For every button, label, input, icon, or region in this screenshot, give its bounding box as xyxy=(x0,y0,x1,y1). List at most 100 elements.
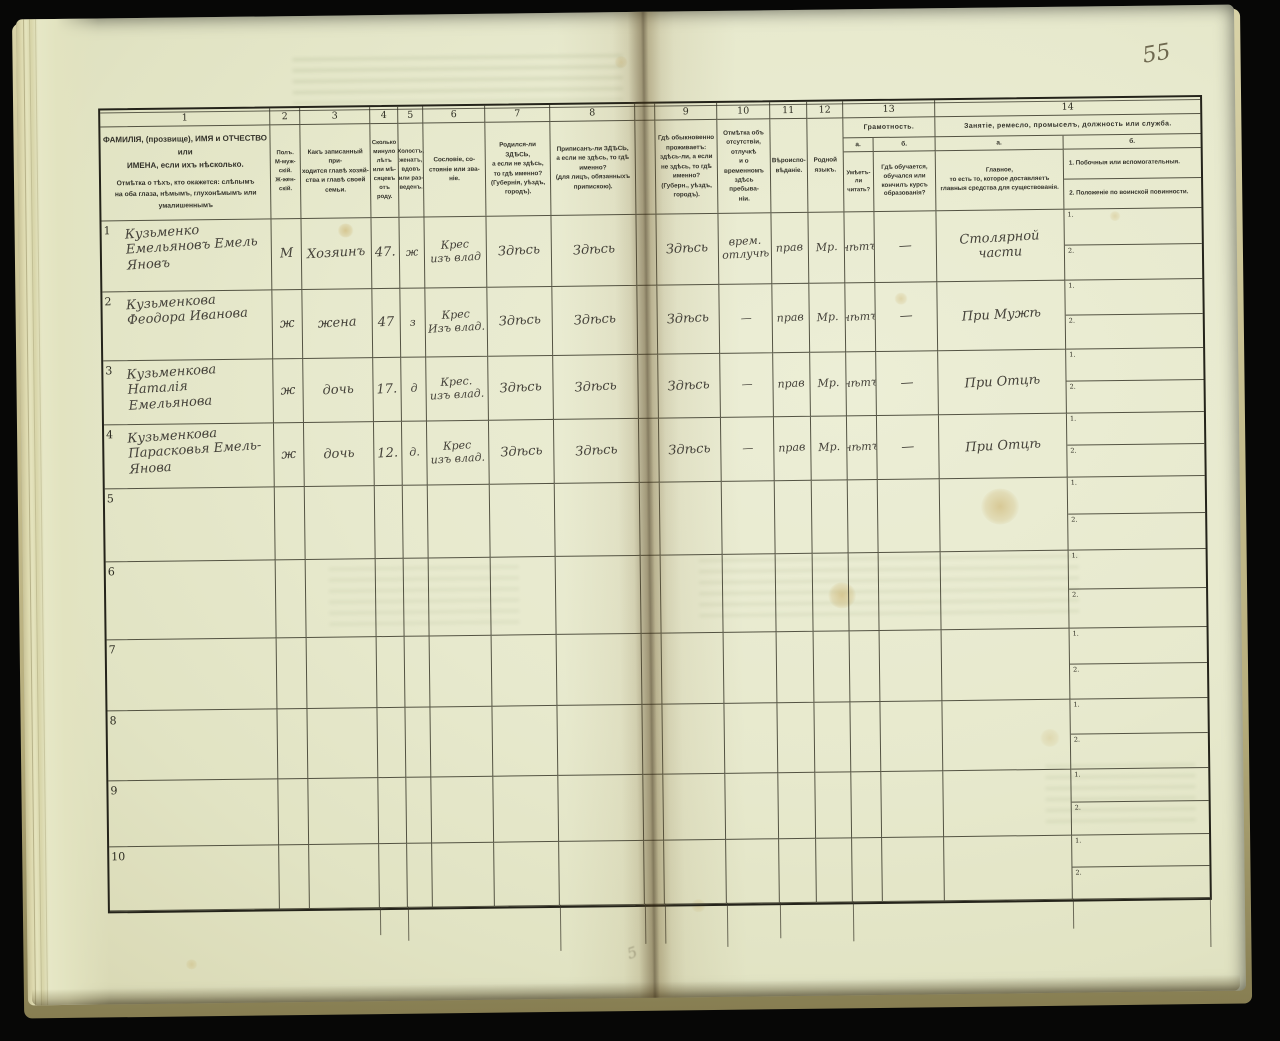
row-number: 2 xyxy=(104,295,112,309)
cell-language: Мр. xyxy=(810,416,848,481)
row-number: 10 xyxy=(111,850,126,864)
fold-gap xyxy=(642,704,664,775)
cell-sex xyxy=(276,637,308,710)
cell-education: — xyxy=(875,282,939,352)
rule-line xyxy=(1209,896,1212,947)
subcell-side-occupation: 1. xyxy=(1067,475,1206,515)
header-name-note: Отмѣтка о тѣхъ, кто окажется: слѣпымъ на… xyxy=(114,178,257,210)
subcell-label: 1. xyxy=(1075,836,1082,845)
row-number: 4 xyxy=(106,428,114,442)
cell-reads xyxy=(850,701,882,773)
cell-education xyxy=(878,552,942,631)
fold-gap xyxy=(635,103,656,121)
age-entry: 12. xyxy=(377,445,399,462)
subcell-military-status: 2. xyxy=(1072,866,1209,899)
residence-entry: Здѣсь xyxy=(667,376,711,395)
cell-reads xyxy=(852,837,883,903)
subcell-military-status: 2. xyxy=(1069,588,1206,628)
subcell-label: 1. xyxy=(1069,350,1076,359)
cell-name: 6 xyxy=(105,560,277,641)
stain xyxy=(614,56,628,69)
cell-registration: Здѣсь xyxy=(553,418,640,484)
cell-name: 7 xyxy=(106,638,278,712)
rule-line xyxy=(644,903,647,944)
left-page-edge xyxy=(16,18,111,1006)
header-estate: Сословіе, со- стояніе или зва- ніе. xyxy=(423,122,487,217)
cell-age xyxy=(374,485,404,560)
cell-education xyxy=(877,479,941,553)
cell-reads: нѣтъ xyxy=(845,282,877,353)
row-number: 9 xyxy=(110,784,118,798)
cell-absence: — xyxy=(720,417,775,482)
marital-entry: з xyxy=(409,315,417,329)
cell-residence: Здѣсь xyxy=(657,284,721,355)
cell-marital: ж xyxy=(399,217,426,289)
sex-entry: М xyxy=(279,246,294,262)
fold-gap xyxy=(644,840,665,905)
cell-sex xyxy=(277,708,309,780)
column-number: 4 xyxy=(370,106,399,125)
cell-birthplace xyxy=(489,483,556,558)
registration-entry: Здѣсь xyxy=(572,241,616,259)
header-marital: Холостъ, женатъ, вдовъ или раз- веденъ. xyxy=(397,123,425,217)
subcell-label: 1. xyxy=(1071,551,1078,560)
cell-birthplace: Здѣсь xyxy=(486,215,553,288)
cell-registration: Здѣсь xyxy=(552,285,639,356)
header-occupation-main: Главное, то есть то, которое доставляетъ… xyxy=(935,149,1065,211)
registration-entry: Здѣсь xyxy=(574,442,618,460)
cell-absence: врем. отлучѣ xyxy=(718,213,773,285)
header-letter-a: а. xyxy=(935,135,1064,152)
cell-occupation-main: При Отцѣ xyxy=(938,413,1068,480)
cell-language: Мр. xyxy=(809,283,847,353)
header-name-title: ФАМИЛІЯ, (прозвище), ИМЯ и ОТЧЕСТВО или … xyxy=(102,133,268,171)
table-row: 6 1. 2. xyxy=(105,548,1207,641)
cell-absence xyxy=(722,554,777,633)
cell-education: — xyxy=(876,351,939,416)
rule-line xyxy=(559,904,562,951)
subcell-label: 2. xyxy=(1072,665,1080,674)
rule-line xyxy=(407,906,410,941)
cell-occupation-main xyxy=(941,628,1071,702)
cell-age: 17. xyxy=(373,357,402,423)
sex-entry: ж xyxy=(281,446,297,463)
cell-education xyxy=(881,771,945,838)
cell-religion: прав xyxy=(773,352,811,418)
cell-residence xyxy=(659,481,723,556)
row-number: 6 xyxy=(107,565,115,579)
header-religion: Вѣроиспо- вѣданіе. xyxy=(770,118,809,213)
cell-estate: Крес Изъ влад. xyxy=(425,287,489,358)
ink-bleed-through xyxy=(292,54,624,105)
occupation-main-entry: При Мужѣ xyxy=(961,305,1042,325)
cell-marital: д. xyxy=(401,421,428,486)
absence-entry: врем. отлучѣ xyxy=(721,233,770,262)
cell-registration xyxy=(555,555,642,635)
cell-reads: нѣтъ xyxy=(844,212,876,284)
cell-absence xyxy=(726,839,780,904)
birthplace-entry: Здѣсь xyxy=(499,442,543,461)
age-entry: 17. xyxy=(376,381,398,398)
cell-sex xyxy=(278,778,310,846)
row-number: 3 xyxy=(105,364,113,378)
cell-language xyxy=(811,480,849,554)
cell-religion xyxy=(778,772,817,840)
relation-entry: дочь xyxy=(322,381,355,399)
header-sex: Полъ. М-муж- скій. Ж-жен- скій. xyxy=(270,125,302,219)
cell-absence: — xyxy=(719,284,774,354)
birthplace-entry: Здѣсь xyxy=(497,242,541,260)
name-entry: Кузьменкова Парасковья Емель- Янова xyxy=(126,425,262,478)
cell-sex xyxy=(279,844,310,910)
birthplace-entry: Здѣсь xyxy=(498,312,542,330)
column-number: 1 xyxy=(100,108,271,128)
fold-gap xyxy=(643,774,665,841)
header-relation: Какъ записанный при- ходится главѣ хозяй… xyxy=(300,124,372,219)
cell-birthplace xyxy=(493,775,560,843)
cell-name: 1 Кузьменко Емельяновъ Емель Яновъ xyxy=(101,219,273,293)
estate-entry: Крес изъ влад. xyxy=(430,437,486,467)
cell-occupation-side: 1. 2. xyxy=(1066,411,1205,478)
reads-entry: нѣтъ xyxy=(846,375,877,391)
subcell-military-status: 2. xyxy=(1067,444,1204,477)
cell-registration: Здѣсь xyxy=(551,214,638,287)
cell-birthplace xyxy=(492,705,559,777)
header-age: Сколько минуло лѣтъ или мѣ- сяцевъ отъ р… xyxy=(370,123,400,218)
